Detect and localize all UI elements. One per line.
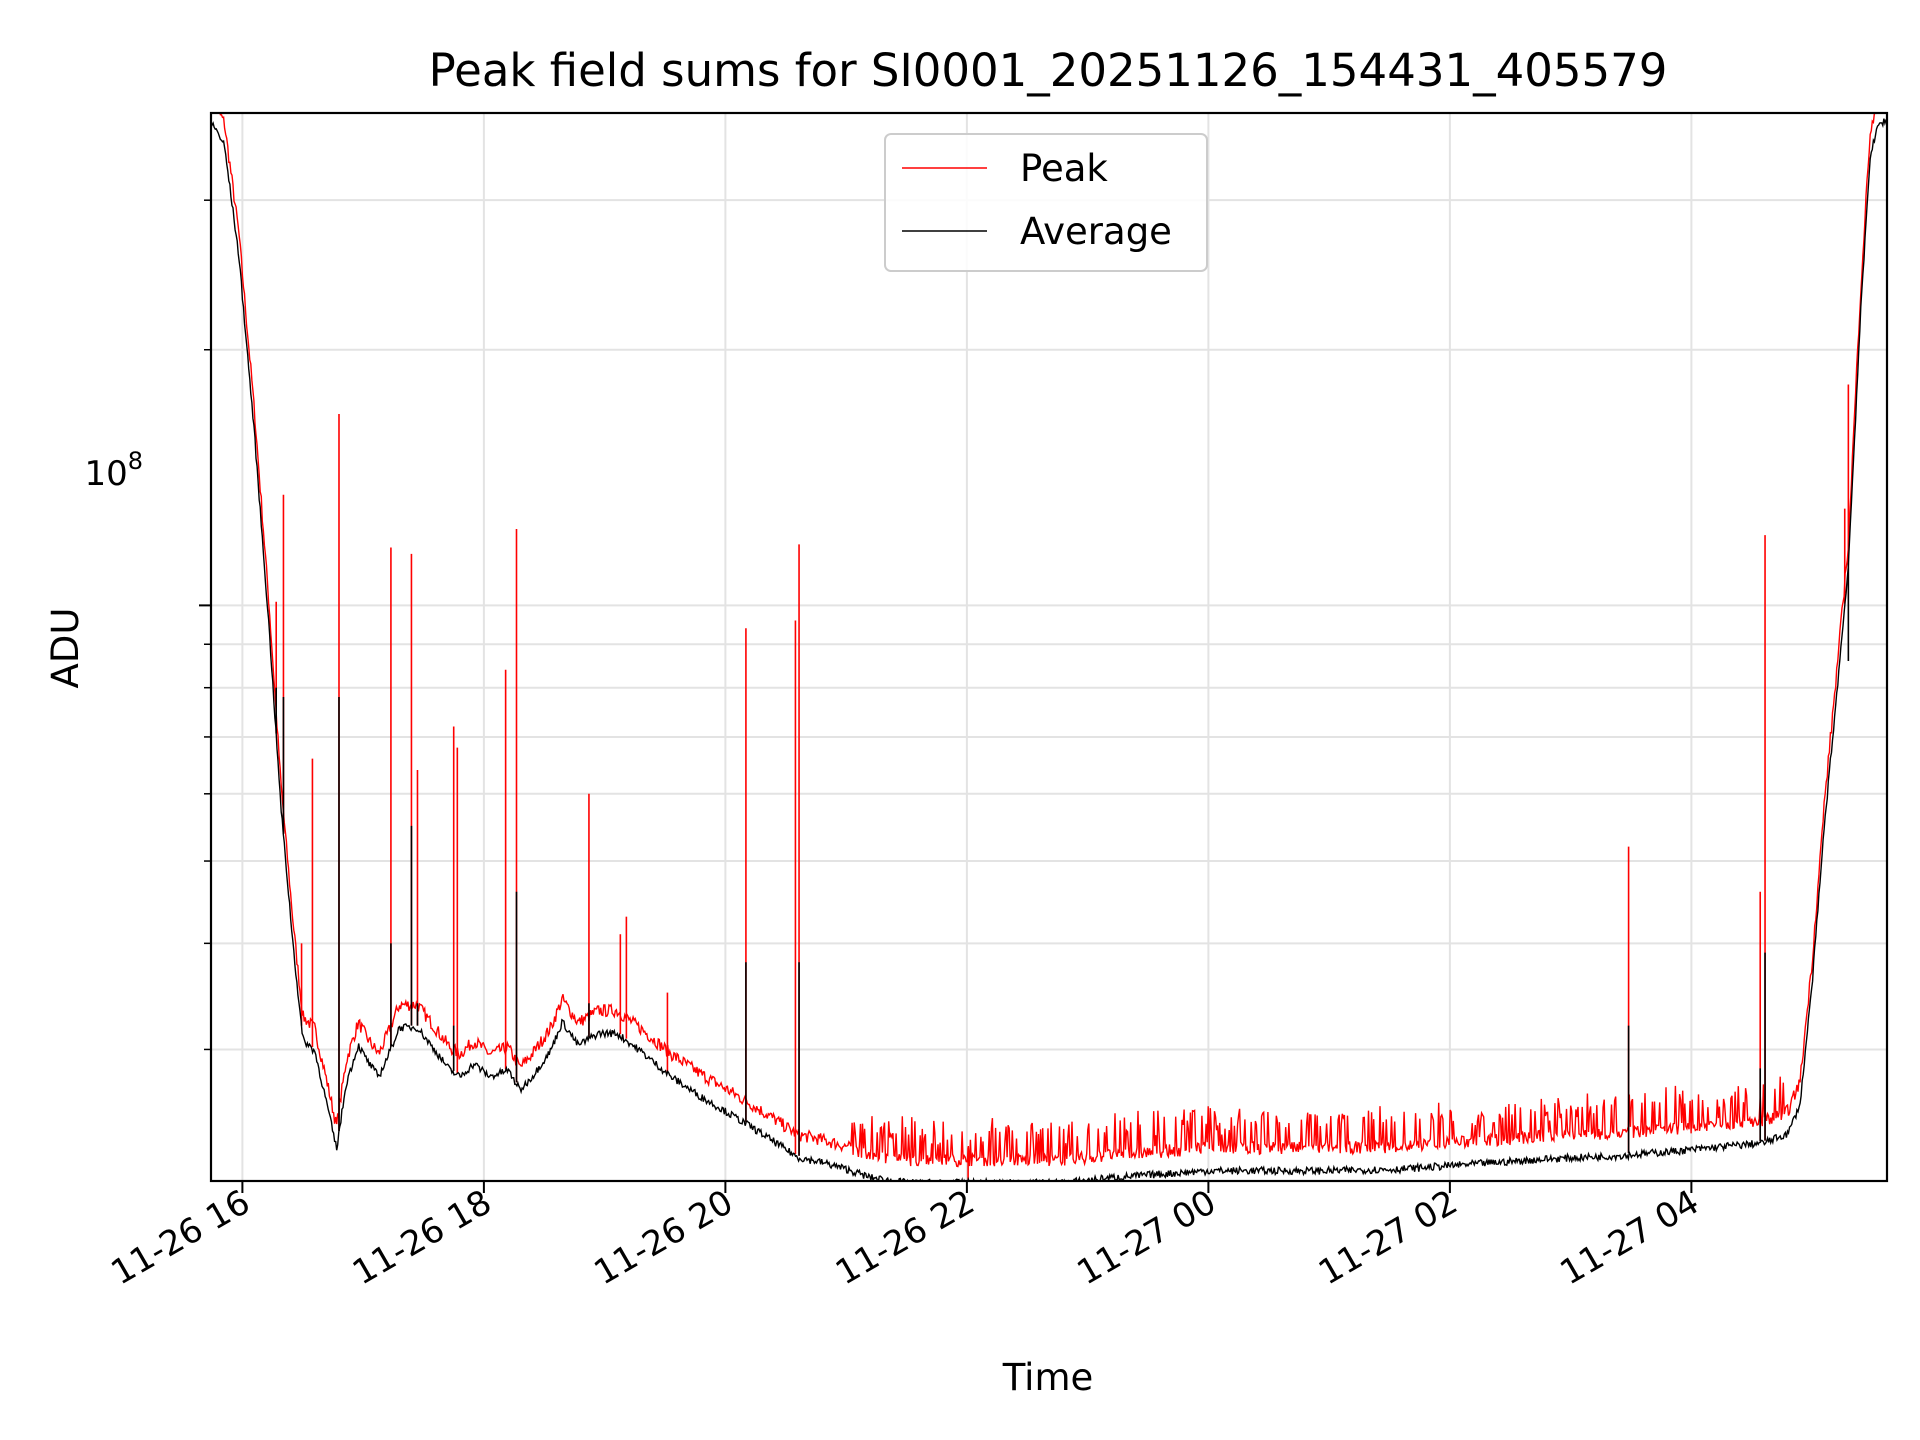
chart-title: Peak field sums for SI0001_20251126_1544…	[429, 44, 1668, 97]
plot-frame	[209, 111, 1889, 1183]
legend-label-peak: Peak	[1020, 147, 1108, 190]
legend-label-average: Average	[1020, 210, 1172, 253]
legend: Peak Average	[884, 133, 1208, 272]
y-tick-exponent: 8	[128, 447, 143, 475]
series-group	[211, 113, 1887, 1181]
series-layer	[211, 113, 1887, 1181]
y-axis-label: ADU	[44, 608, 87, 689]
x-axis-label: Time	[1002, 1356, 1094, 1399]
peak-series-line	[216, 113, 1877, 1168]
y-axis-tick-label: 108	[84, 447, 143, 494]
y-tick-base: 10	[84, 454, 127, 494]
average-series-line	[211, 118, 1887, 1181]
